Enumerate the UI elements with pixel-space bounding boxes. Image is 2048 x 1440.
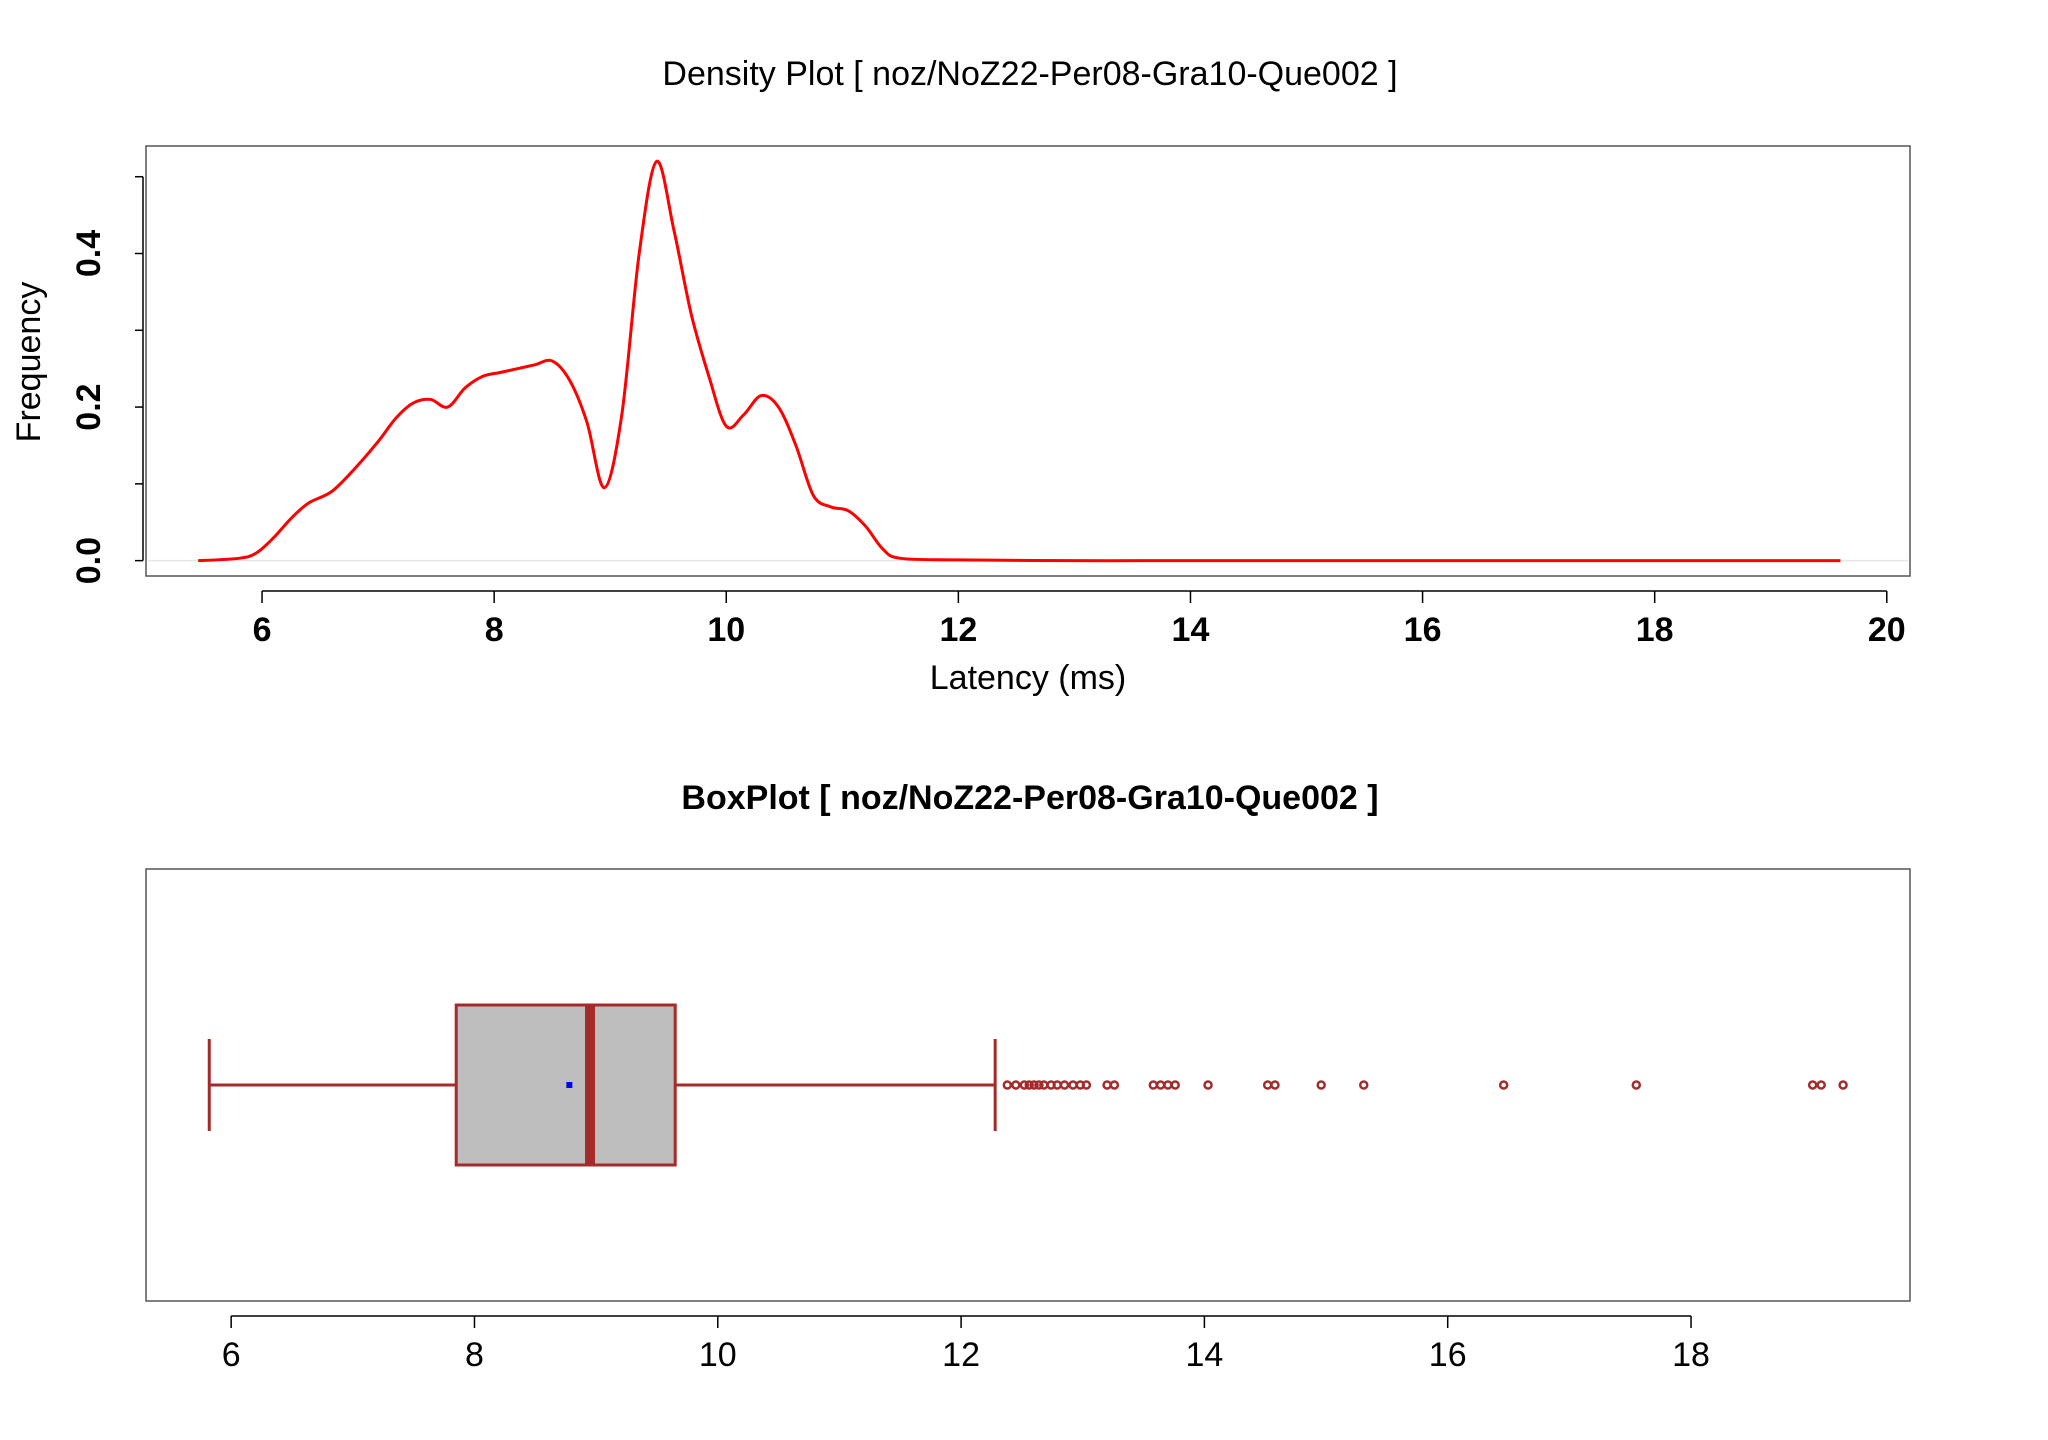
density-x-tick-label: 10 (707, 611, 745, 649)
outlier-point (1039, 1080, 1049, 1090)
outlier-point (1034, 1080, 1044, 1090)
density-x-tick-label: 6 (253, 611, 272, 649)
density-title: Density Plot [ noz/NoZ22-Per08-Gra10-Que… (662, 55, 1397, 93)
mean-marker (566, 1082, 573, 1088)
outlier-point (1262, 1080, 1273, 1090)
outlier-point (1011, 1080, 1021, 1090)
outlier-point (1631, 1080, 1642, 1090)
outlier-point (1068, 1080, 1078, 1090)
boxplot-frame (145, 868, 1911, 1302)
density-y-axis: 0.0 0.2 0.4 (70, 175, 144, 584)
outlier-point (1816, 1080, 1826, 1090)
density-x-tick-label: 18 (1636, 611, 1674, 649)
outlier-point (1059, 1080, 1070, 1090)
outlier-point (1155, 1080, 1166, 1090)
boxplot-x-tick-label: 14 (1185, 1336, 1223, 1374)
boxplot-marks (207, 1003, 1848, 1167)
outlier-point (1270, 1080, 1280, 1090)
outlier-point (1148, 1080, 1159, 1090)
boxplot-x-tick-label: 8 (465, 1336, 484, 1374)
outlier-point (1109, 1080, 1120, 1090)
outlier-point (1081, 1080, 1092, 1090)
boxplot-x-axis: 6 8 10 12 14 16 18 (222, 1315, 1710, 1374)
density-plot-frame (145, 145, 1911, 577)
boxplot-x-tick-label: 12 (942, 1336, 980, 1374)
density-x-tick-label: 20 (1868, 611, 1906, 649)
density-x-tick-label: 16 (1404, 611, 1442, 649)
outlier-point (1838, 1080, 1848, 1090)
interquartile-box (454, 1003, 677, 1167)
outlier-point (1002, 1080, 1013, 1090)
density-x-tick-label: 14 (1172, 611, 1210, 649)
outlier-point (1102, 1080, 1112, 1090)
outlier-point (1024, 1080, 1034, 1090)
density-series-line (198, 159, 1841, 563)
outlier-point (1029, 1080, 1039, 1090)
outlier-point (1170, 1080, 1180, 1090)
density-y-tick-label: 0.0 (70, 537, 108, 584)
outlier-point (1359, 1080, 1369, 1090)
boxplot-x-tick-label: 18 (1672, 1336, 1710, 1374)
outlier-point (1203, 1080, 1213, 1090)
density-y-tick-label: 0.4 (70, 230, 108, 277)
outlier-point (1807, 1080, 1818, 1090)
boxplot-x-tick-label: 16 (1429, 1336, 1467, 1374)
outlier-point (1163, 1080, 1173, 1090)
density-y-tick-label: 0.2 (70, 383, 108, 430)
density-x-tick-label: 8 (485, 611, 504, 649)
boxplot-title: BoxPlot [ noz/NoZ22-Per08-Gra10-Que002 ] (681, 779, 1378, 817)
density-x-axis-label: Latency (ms) (930, 659, 1127, 697)
density-plot: Density Plot [ noz/NoZ22-Per08-Gra10-Que… (10, 55, 1911, 697)
boxplot-x-tick-label: 10 (699, 1336, 737, 1374)
outlier-point (1498, 1080, 1509, 1090)
box-plot: BoxPlot [ noz/NoZ22-Per08-Gra10-Que002 ]… (145, 779, 1911, 1374)
outlier-point (1052, 1080, 1062, 1090)
outlier-point (1316, 1080, 1326, 1090)
outlier-point (1019, 1080, 1030, 1090)
boxplot-x-tick-label: 6 (222, 1336, 241, 1374)
density-x-axis: 6 8 10 12 14 16 18 20 (253, 590, 1906, 649)
density-x-tick-label: 12 (939, 611, 977, 649)
density-y-axis-label: Frequency (10, 282, 48, 443)
